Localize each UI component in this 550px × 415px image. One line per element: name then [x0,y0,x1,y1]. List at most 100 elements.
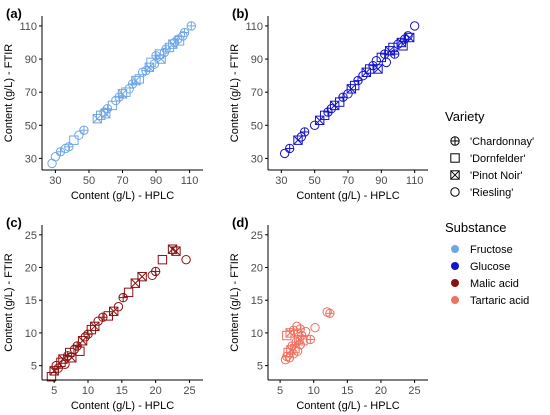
data-point [326,104,337,114]
data-point [157,254,168,265]
legend-substance-swatch [451,296,459,304]
legend-substance: Substance Fructose Glucose Malic acid Tarta… [445,220,529,307]
y-tick-label: 25 [251,230,263,242]
data-point [358,70,368,81]
panel-4: (d) 5 10 15 20 25 5 10 15 20 25 Content (g/L) - HPL… [229,215,428,412]
data-point [101,108,111,119]
data-point [298,336,308,346]
legend-variety-label: 'Dornfelder' [470,153,526,165]
x-tick-label: 50 [83,175,95,187]
data-point [72,341,82,351]
data-point [99,107,109,117]
legend-substance-label: Fructose [470,244,513,256]
data-point [123,287,134,298]
legend-variety-label: 'Riesling' [470,187,513,199]
x-tick-label: 10 [308,385,320,397]
data-point [296,132,307,142]
y-tick-label: 20 [25,263,37,275]
y-axis-label: Content (g/L) - FTIR [229,253,241,351]
data-point [75,346,85,356]
legend-substance-label: Glucose [470,261,510,273]
data-point [325,308,335,318]
data-point [111,95,121,106]
x-tick-label: 25 [408,385,420,397]
legend-substance-swatch [451,279,459,287]
legend-variety: Variety 'Chardonnay' 'Dornfelder' 'Pinot N… [445,109,534,199]
data-point [393,39,403,49]
x-tick-label: 90 [150,175,162,187]
y-tick-label: 25 [25,230,37,242]
panel-tag: (a) [6,6,22,21]
panel-tag: (c) [6,215,22,230]
data-point [121,87,131,97]
data-point [167,244,178,254]
y-tick-label: 70 [251,87,263,99]
data-point [130,278,141,288]
data-point [113,302,124,312]
legend-substance-label: Tartaric acid [470,295,529,307]
data-point [373,64,383,74]
y-tick-label: 90 [25,54,37,66]
data-point [346,84,357,94]
data-point [80,332,90,342]
data-point [398,41,408,51]
x-tick-label: 110 [181,175,199,187]
data-point [361,67,372,78]
y-tick-label: 50 [251,120,263,132]
legend-variety-label: 'Pinot Noir' [470,170,523,182]
x-axis-label: Content (g/L) - HPLC [71,400,174,412]
data-point [279,148,290,159]
y-tick-label: 5 [31,361,37,373]
legend-variety-item: 'Dornfelder' [450,153,526,165]
data-point [92,113,103,124]
data-points [280,307,335,365]
data-point [295,324,305,334]
y-axis-label: Content (g/L) - FTIR [3,44,15,142]
data-point [282,330,292,341]
data-points [46,244,191,382]
panel-3: (c) 5 10 15 20 25 5 10 15 20 25 Content (g/L) - HPL… [3,215,203,412]
x-tick-label: 20 [375,385,387,397]
data-point [86,324,97,335]
x-tick-label: 70 [342,175,354,187]
legend-substance-item: Glucose [451,261,510,273]
data-point [314,115,325,126]
data-point [51,360,61,371]
data-point [69,344,80,354]
panel-2: (b) 30 50 70 90 110 30 50 70 90 110 Content (g/L) -… [229,6,428,202]
x-tick-label: 5 [51,385,57,397]
panel-tag: (b) [232,6,249,21]
data-point [292,346,303,356]
data-point [343,89,353,99]
data-point [299,127,310,137]
data-point [154,49,165,59]
y-tick-label: 30 [25,153,37,165]
data-point [404,32,415,43]
data-point [179,27,190,38]
y-tick-label: 50 [25,120,37,132]
data-point [69,135,79,145]
data-point [181,254,191,265]
legend-substance-swatch [451,245,459,253]
data-point [309,120,320,130]
data-point [74,130,84,140]
data-point [353,75,363,86]
y-tick-label: 90 [251,54,263,66]
legend-variety-symbol [450,153,460,163]
data-point [118,292,128,303]
legend-substance-title: Substance [445,220,506,235]
data-point [150,266,161,277]
x-tick-label: 20 [150,385,162,397]
x-axis-label: Content (g/L) - HPLC [296,400,399,412]
legend-variety-items: 'Chardonnay' 'Dornfelder' 'Pinot Noir' 'Rie… [450,136,534,199]
legend-variety-symbol [450,136,460,146]
y-axis-label: Content (g/L) - FTIR [229,44,241,142]
data-point [379,49,390,59]
data-point [384,46,395,56]
panels: (a) 30 50 70 90 110 30 50 70 90 110 Content (g/L) -… [3,6,428,412]
data-points [279,21,420,159]
x-tick-label: 110 [406,175,424,187]
data-point [65,347,75,358]
data-point [376,52,387,63]
